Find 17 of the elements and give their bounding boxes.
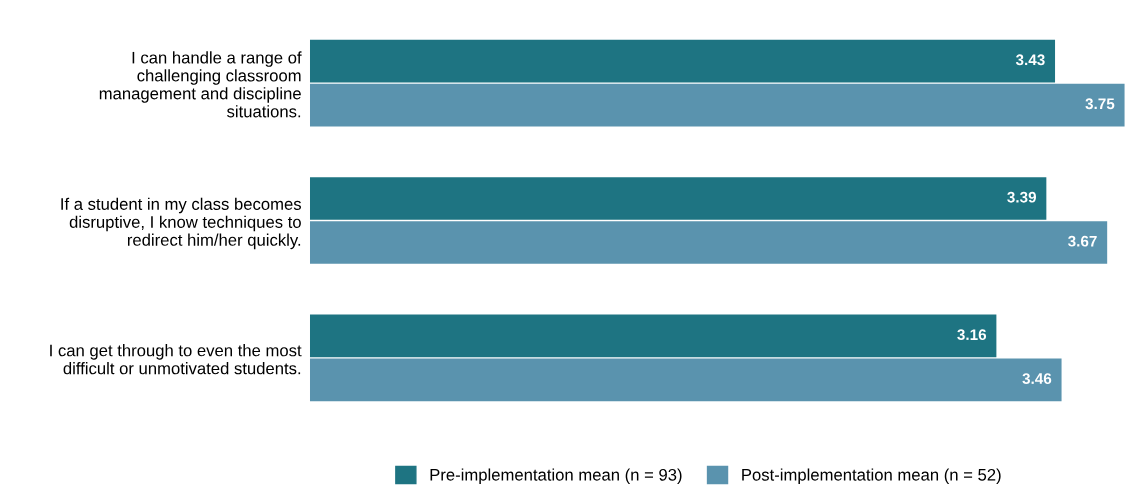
legend-label: Post-implementation mean (n = 52) xyxy=(742,468,1001,484)
bar xyxy=(309,177,1047,220)
bar xyxy=(309,358,1062,402)
y-tick-label: I can get through to even the most difficult or unmotivated students. xyxy=(50,344,302,375)
data-label: 3.75 xyxy=(1085,98,1115,110)
y-tick-label: If a student in my class becomes disruptive, I know techniques to redirect him/her quickly. xyxy=(61,197,301,250)
data-label: 3.67 xyxy=(1068,235,1097,247)
bar xyxy=(309,39,1056,83)
bar xyxy=(309,314,997,358)
data-label: 3.16 xyxy=(957,329,987,341)
data-label: 3.43 xyxy=(1015,54,1045,66)
data-label: 3.46 xyxy=(1022,373,1052,385)
legend-label: Pre-implementation mean (n = 93) xyxy=(430,468,682,484)
data-label: 3.39 xyxy=(1007,191,1037,203)
bar xyxy=(309,221,1108,264)
bar xyxy=(309,83,1125,127)
y-tick-label: I can handle a range of challenging classroom management and discipline situations. xyxy=(99,51,302,118)
